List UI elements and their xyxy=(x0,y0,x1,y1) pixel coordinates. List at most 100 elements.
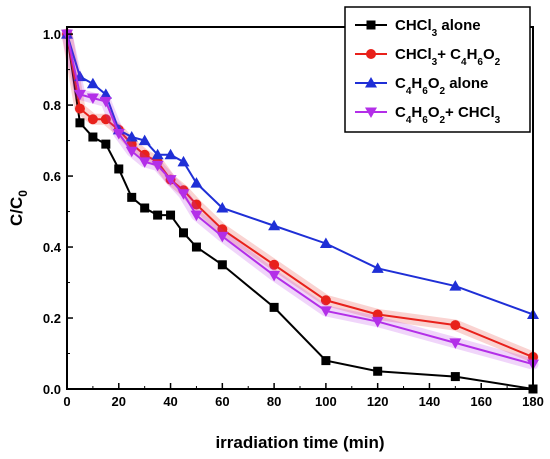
legend-label-subscript: 6 xyxy=(477,57,483,68)
data-point-circle xyxy=(450,320,461,331)
x-axis-title: irradiation time (min) xyxy=(215,433,384,452)
legend-label-text: alone xyxy=(437,17,480,34)
data-point-triangle-down xyxy=(365,107,377,118)
legend-label-text: alone xyxy=(445,75,488,92)
y-tick-label: 0.8 xyxy=(43,98,61,113)
legend-label-text: + C xyxy=(437,46,461,63)
legend-label-text: H xyxy=(411,75,422,92)
data-point-triangle-down xyxy=(177,189,190,200)
data-point-triangle-up xyxy=(125,131,138,142)
data-point-square xyxy=(217,260,227,270)
legend-label-text: C xyxy=(395,104,406,121)
data-point-triangle-down xyxy=(268,270,281,282)
series-3 xyxy=(61,28,539,319)
data-point-square xyxy=(321,356,331,366)
y-axis: 0.0 0.2 0.4 0.6 0.8 1.0 xyxy=(43,27,73,397)
legend-label-subscript: 6 xyxy=(422,86,428,97)
data-point-square xyxy=(114,164,124,174)
data-point-triangle-up xyxy=(138,134,151,146)
data-point-square xyxy=(179,228,188,238)
plot-area xyxy=(61,28,539,394)
data-point-triangle-down xyxy=(190,210,203,222)
legend-label-text: C xyxy=(395,75,406,92)
data-point-circle xyxy=(217,224,228,235)
legend-label-text: CHCl xyxy=(395,17,432,34)
data-point-triangle-up xyxy=(365,77,377,88)
legend-label-subscript: 2 xyxy=(439,115,445,126)
data-point-circle xyxy=(100,114,111,125)
legend-label-subscript: 6 xyxy=(422,115,428,126)
data-point-square xyxy=(101,139,111,149)
data-point-square xyxy=(366,20,376,30)
legend-label: C4H6O2+ CHCl3 xyxy=(395,104,501,126)
data-point-triangle-up xyxy=(164,148,177,160)
data-point-triangle-down xyxy=(164,175,177,186)
legend-label-subscript: 3 xyxy=(432,57,438,68)
legend-item: C4H6O2+ CHCl3 xyxy=(355,104,501,126)
legend-label-text: H xyxy=(411,104,422,121)
x-tick-label: 140 xyxy=(419,394,441,409)
x-tick-label: 0 xyxy=(63,394,70,409)
y-tick-label: 0.6 xyxy=(43,169,61,184)
legend-label-text: CHCl xyxy=(395,46,432,63)
y-tick-label: 0.4 xyxy=(43,240,62,255)
legend-label-subscript: 3 xyxy=(432,28,438,39)
data-point-triangle-up xyxy=(190,177,203,188)
y-axis-title-subscript: 0 xyxy=(16,190,30,197)
data-point-circle xyxy=(74,103,85,114)
data-point-triangle-down xyxy=(151,160,164,172)
data-point-triangle-down xyxy=(319,306,332,317)
legend-label: C4H6O2 alone xyxy=(395,75,488,97)
legend-label-text: O xyxy=(483,46,495,63)
x-tick-label: 40 xyxy=(163,394,177,409)
data-point-triangle-up xyxy=(177,155,190,167)
legend-item: C4H6O2 alone xyxy=(355,75,488,97)
y-axis-title: C/C0 xyxy=(7,190,30,226)
x-tick-label: 100 xyxy=(315,394,337,409)
legend-label-text: O xyxy=(428,75,440,92)
legend-label-subscript: 2 xyxy=(439,86,445,97)
data-point-triangle-down xyxy=(371,317,384,328)
data-point-triangle-down xyxy=(449,338,462,349)
data-point-square xyxy=(191,242,201,252)
data-point-triangle-down xyxy=(138,157,151,168)
series-4 xyxy=(61,28,539,371)
data-point-circle xyxy=(320,295,331,306)
data-point-triangle-down xyxy=(112,128,125,140)
legend-label-text: + CHCl xyxy=(445,104,495,121)
legend-label-subscript: 3 xyxy=(495,115,501,126)
legend-label: CHCl3 alone xyxy=(395,17,481,39)
y-tick-label: 1.0 xyxy=(43,27,61,42)
data-point-circle xyxy=(366,49,376,59)
legend-label-text: O xyxy=(428,104,440,121)
legend-label-subscript: 4 xyxy=(406,86,412,97)
data-point-triangle-up xyxy=(371,262,384,273)
series-layer xyxy=(61,28,539,394)
data-point-circle xyxy=(372,309,383,320)
y-tick-label: 0.0 xyxy=(43,382,61,397)
legend-label-subscript: 2 xyxy=(495,57,501,68)
data-point-triangle-up xyxy=(86,77,99,89)
data-point-triangle-down xyxy=(99,97,112,108)
x-axis: 0 20 40 60 80 100 120 140 160 180 xyxy=(63,383,544,409)
data-point-circle xyxy=(139,149,150,160)
data-point-triangle-up xyxy=(216,202,229,213)
y-tick-label: 0.2 xyxy=(43,311,61,326)
legend-label: CHCl3+ C4H6O2 xyxy=(395,46,501,68)
legend-label-subscript: 4 xyxy=(461,57,467,68)
data-point-triangle-down xyxy=(86,93,99,104)
legend-item: CHCl3 alone xyxy=(355,17,481,39)
data-point-triangle-up xyxy=(319,237,332,248)
data-point-square xyxy=(75,118,85,128)
data-point-circle xyxy=(87,114,98,125)
x-tick-label: 160 xyxy=(470,394,492,409)
legend-label-subscript: 4 xyxy=(406,115,412,126)
data-point-triangle-down xyxy=(216,231,229,243)
y-axis-title-main: C/C xyxy=(7,197,26,226)
data-point-square xyxy=(269,302,279,312)
data-point-triangle-up xyxy=(449,280,462,291)
data-point-square xyxy=(166,210,176,220)
legend-item: CHCl3+ C4H6O2 xyxy=(355,46,501,68)
